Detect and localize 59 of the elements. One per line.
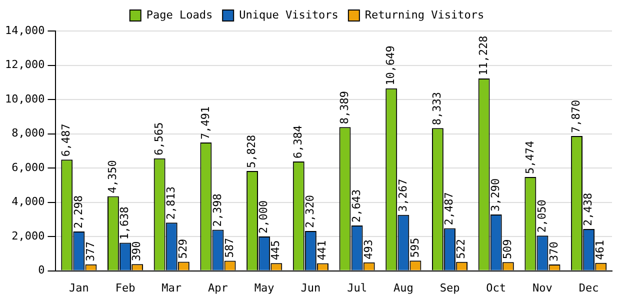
- data-label: 11,228: [476, 36, 490, 76]
- data-label: 493: [362, 239, 375, 260]
- x-tick-label: May: [254, 281, 275, 294]
- data-label: 370: [547, 242, 560, 262]
- x-tick-label: Aug: [393, 281, 414, 294]
- data-label: 445: [269, 240, 282, 260]
- y-tick-label: 4,000: [12, 195, 45, 208]
- data-label: 7,491: [198, 106, 212, 140]
- y-tick-label: 12,000: [4, 58, 45, 72]
- y-tick-label: 8,000: [12, 126, 45, 140]
- x-tick-label: Jun: [300, 281, 321, 294]
- data-label: 2,643: [350, 189, 363, 223]
- data-label: 2,298: [72, 195, 85, 228]
- x-tick-label: Apr: [208, 281, 228, 294]
- x-tick-label: Sep: [440, 281, 460, 294]
- data-label: 529: [176, 238, 190, 259]
- y-tick-label: 14,000: [4, 24, 45, 37]
- data-label: 3,267: [396, 178, 410, 212]
- legend-label: Returning Visitors: [364, 8, 484, 22]
- data-label: 6,384: [291, 124, 304, 158]
- x-tick-label: Nov: [532, 281, 553, 294]
- x-tick-label: Feb: [115, 281, 136, 294]
- y-tick-label: 10,000: [4, 92, 45, 106]
- data-label: 2,320: [304, 194, 317, 228]
- data-label: 1,638: [118, 206, 132, 240]
- y-tick-label: 0: [38, 264, 45, 277]
- data-label: 2,398: [210, 194, 224, 227]
- data-label: 5,474: [523, 140, 536, 174]
- y-tick-label: 6,000: [12, 160, 45, 174]
- data-label: 8,333: [430, 92, 444, 126]
- data-label: 595: [408, 238, 422, 258]
- data-label: 377: [84, 241, 97, 262]
- y-tick-label: 2,000: [12, 229, 45, 242]
- legend-label: Unique Visitors: [239, 8, 338, 22]
- data-label: 7,870: [570, 100, 583, 133]
- data-label: 10,649: [384, 46, 398, 86]
- data-label: 461: [594, 240, 607, 260]
- data-label: 587: [222, 238, 236, 258]
- data-label: 5,828: [245, 134, 258, 168]
- x-tick-label: Dec: [578, 281, 599, 294]
- data-label: 3,290: [488, 178, 502, 212]
- x-tick-label: Oct: [486, 281, 506, 294]
- data-label: 2,438: [582, 192, 595, 226]
- data-label: 2,050: [535, 200, 548, 233]
- data-label: 2,813: [164, 186, 178, 220]
- data-label: 522: [454, 238, 468, 259]
- data-label: 441: [316, 240, 329, 260]
- x-tick-label: Mar: [162, 281, 182, 294]
- data-label: 509: [501, 239, 514, 260]
- data-label: 390: [130, 241, 144, 262]
- legend-label: Page Loads: [146, 8, 213, 22]
- data-label: 6,487: [60, 124, 73, 157]
- data-label: 2,487: [442, 192, 456, 226]
- data-label: 8,389: [338, 90, 351, 124]
- data-label: 6,565: [152, 122, 166, 156]
- x-tick-label: Jan: [68, 281, 89, 294]
- x-tick-label: Jul: [347, 281, 367, 294]
- data-label: 4,350: [106, 160, 120, 194]
- data-label: 2,000: [257, 200, 270, 234]
